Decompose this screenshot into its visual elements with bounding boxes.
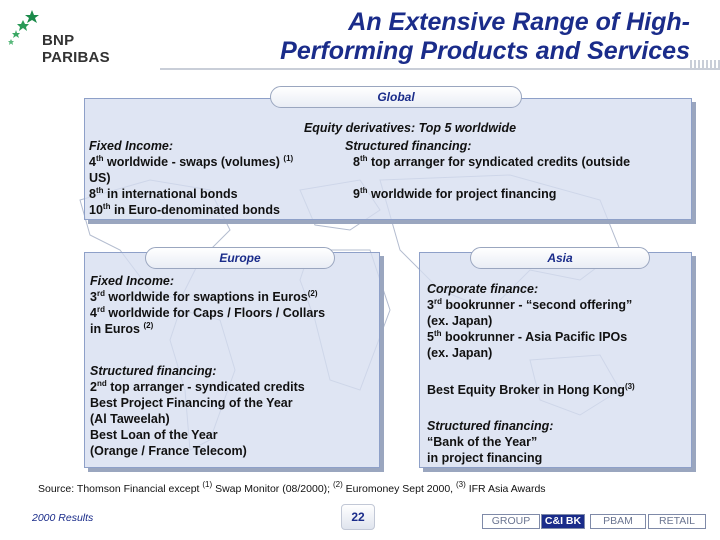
global-fixed-income: Fixed Income: 4th worldwide - swaps (vol… xyxy=(89,138,339,218)
rank: 4 xyxy=(89,155,96,169)
stars-flight-logo-icon xyxy=(8,10,39,45)
footnote-2: (2) xyxy=(332,480,343,489)
rank-text: in Euros xyxy=(90,322,144,336)
source-prefix: Source: Thomson Financial except xyxy=(38,483,203,495)
footnote-ref: (1) xyxy=(283,154,294,163)
footer-results-label: 2000 Results xyxy=(32,512,94,524)
rank-suffix: rd xyxy=(96,305,105,314)
brand-name: BNP PARIBAS xyxy=(42,32,110,66)
source-text-2: Euromoney Sept 2000, xyxy=(342,483,457,495)
rank-suffix: th xyxy=(359,154,368,163)
global-equity-heading: Equity derivatives: Top 5 worldwide xyxy=(303,121,517,135)
rank-text: worldwide for Caps / Floors / Collars xyxy=(104,306,326,320)
global-structured-financing: Structured financing: 8th top arranger f… xyxy=(345,138,685,202)
rank-text: top arranger - syndicated credits xyxy=(106,380,305,394)
rank-suffix: rd xyxy=(433,297,442,306)
rank-suffix: th xyxy=(433,329,442,338)
global-fi-line-3: 10th in Euro-denominated bonds xyxy=(89,202,339,218)
asia-tab: Asia xyxy=(470,247,650,269)
title-divider xyxy=(160,68,720,70)
asia-cf-line-3: 5th bookrunner - Asia Pacific IPOs xyxy=(427,329,687,345)
global-sf-line-2: 9th worldwide for project financing xyxy=(345,186,685,202)
title-line-2: Performing Products and Services xyxy=(280,37,690,65)
asia-sf-line-1: “Bank of the Year” xyxy=(427,435,538,449)
source-text-1: Swap Monitor (08/2000); xyxy=(212,483,333,495)
global-panel xyxy=(84,98,692,220)
europe-fi-line-3: in Euros (2) xyxy=(90,321,375,337)
rank-text: in international bonds xyxy=(103,187,238,201)
nav-ci-bk[interactable]: C&I BK xyxy=(541,514,585,529)
global-fixed-income-label: Fixed Income: xyxy=(89,139,174,153)
europe-fi-line-2: 4rd worldwide for Caps / Floors / Collar… xyxy=(90,305,375,321)
footnote-ref: (2) xyxy=(307,289,318,298)
rank: 2 xyxy=(90,380,97,394)
rank: 3 xyxy=(90,290,97,304)
rank: 5 xyxy=(427,330,434,344)
rank: 3 xyxy=(427,298,434,312)
rank-text: top arranger for syndicated credits (out… xyxy=(367,155,631,169)
bnp-paribas-logo: BNP PARIBAS xyxy=(4,6,144,66)
rank-text: bookrunner - Asia Pacific IPOs xyxy=(441,330,628,344)
europe-fi-line-1: 3rd worldwide for swaptions in Euros(2) xyxy=(90,289,375,305)
title-line-1: An Extensive Range of High- xyxy=(348,8,690,36)
europe-fixed-income-label: Fixed Income: xyxy=(90,274,175,288)
rank: 4 xyxy=(90,306,97,320)
asia-corporate-label: Corporate finance: xyxy=(427,282,539,296)
rank-text: worldwide - swaps (volumes) xyxy=(103,155,284,169)
nav-group[interactable]: GROUP xyxy=(482,514,540,529)
europe-sf-line-4: Best Loan of the Year xyxy=(90,428,218,442)
global-fi-line-1: 4th worldwide - swaps (volumes) (1) xyxy=(89,154,339,170)
europe-fixed-income: Fixed Income: 3rd worldwide for swaption… xyxy=(90,273,375,337)
rank-suffix: th xyxy=(359,186,368,195)
europe-sf-line-2: Best Project Financing of the Year xyxy=(90,396,293,410)
title-divider-dots xyxy=(690,60,720,70)
source-note: Source: Thomson Financial except (1) Swa… xyxy=(38,480,546,496)
asia-structured-label: Structured financing: xyxy=(427,419,554,433)
europe-panel xyxy=(84,252,380,468)
asia-cf-line-4: (ex. Japan) xyxy=(427,346,493,360)
broker-award-text: Best Equity Broker in Hong Kong xyxy=(427,383,625,397)
europe-tab: Europe xyxy=(145,247,335,269)
asia-structured-financing: Structured financing: “Bank of the Year”… xyxy=(427,418,687,466)
rank-suffix: th xyxy=(95,154,104,163)
asia-sf-line-2: in project financing xyxy=(427,451,543,465)
europe-sf-line-5: (Orange / France Telecom) xyxy=(90,444,247,458)
rank-text: worldwide for project financing xyxy=(367,187,557,201)
global-sf-line-1: 8th top arranger for syndicated credits … xyxy=(345,154,685,170)
asia-broker-award: Best Equity Broker in Hong Kong(3) xyxy=(427,382,689,398)
global-tab: Global xyxy=(270,86,522,108)
rank: 9 xyxy=(353,187,360,201)
global-fi-line-2: 8th in international bonds xyxy=(89,186,339,202)
global-fi-line-1-cont: US) xyxy=(89,171,111,185)
page-number: 22 xyxy=(341,504,375,530)
rank-text: worldwide for swaptions in Euros xyxy=(104,290,308,304)
asia-cf-line-2: (ex. Japan) xyxy=(427,314,493,328)
footnote-ref: (2) xyxy=(143,321,154,330)
rank-suffix: th xyxy=(102,202,111,211)
asia-corporate-finance: Corporate finance: 3rd bookrunner - “sec… xyxy=(427,281,687,361)
rank: 8 xyxy=(89,187,96,201)
rank-suffix: rd xyxy=(96,289,105,298)
rank-text: in Euro-denominated bonds xyxy=(110,203,280,217)
page-title: An Extensive Range of High- Performing P… xyxy=(210,8,690,66)
rank: 8 xyxy=(353,155,360,169)
nav-pbam[interactable]: PBAM xyxy=(590,514,646,529)
source-text-3: IFR Asia Awards xyxy=(465,483,546,495)
europe-structured-label: Structured financing: xyxy=(90,364,217,378)
nav-retail[interactable]: RETAIL xyxy=(648,514,706,529)
asia-panel xyxy=(419,252,692,468)
europe-sf-line-3: (Al Taweelah) xyxy=(90,412,170,426)
europe-structured-financing: Structured financing: 2nd top arranger -… xyxy=(90,363,375,459)
footnote-3: (3) xyxy=(456,480,466,489)
rank-text: bookrunner - “second offering” xyxy=(441,298,633,312)
global-structured-label: Structured financing: xyxy=(345,139,472,153)
rank-suffix: th xyxy=(95,186,104,195)
rank: 10 xyxy=(89,203,103,217)
footnote-1: (1) xyxy=(202,480,213,489)
europe-sf-line-1: 2nd top arranger - syndicated credits xyxy=(90,379,375,395)
asia-cf-line-1: 3rd bookrunner - “second offering” xyxy=(427,297,687,313)
footnote-ref: (3) xyxy=(624,382,635,391)
rank-suffix: nd xyxy=(96,379,107,388)
